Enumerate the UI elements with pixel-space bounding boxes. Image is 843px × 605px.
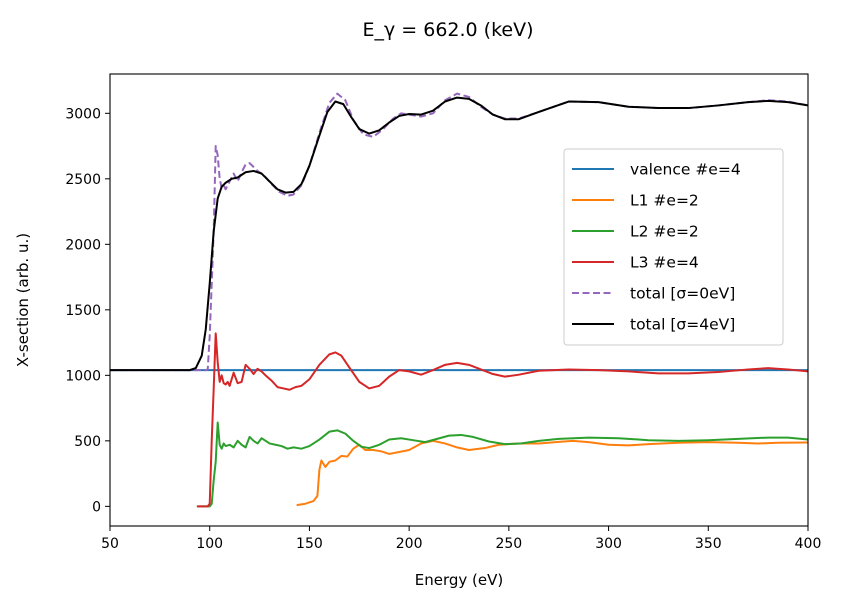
series-layer	[110, 92, 808, 508]
legend-entry-label: total [σ=4eV]	[630, 316, 735, 334]
x-tick-label: 150	[296, 536, 323, 552]
legend-entry-label: L2 #e=2	[630, 223, 699, 241]
legend-box	[563, 148, 784, 346]
y-axis: 0 500 1000 1500 2000 2500 3000	[65, 106, 110, 515]
y-tick-label: 2500	[65, 172, 101, 188]
plot-area-frame	[109, 73, 809, 527]
y-tick-label: 500	[74, 434, 101, 450]
x-tick-label: 100	[196, 536, 223, 552]
legend-entry-label: valence #e=4	[630, 161, 741, 179]
x-tick-label: 400	[795, 536, 822, 552]
legend-entry-label: L1 #e=2	[630, 192, 699, 210]
chart-title: E_γ = 662.0 (keV)	[362, 19, 533, 41]
x-axis: 50 100 150 200 250 300 350 400	[101, 526, 821, 552]
y-tick-label: 2000	[65, 237, 101, 253]
series-line-l2-e-2	[196, 421, 808, 508]
x-tick-label: 350	[695, 536, 722, 552]
x-tick-label: 300	[595, 536, 622, 552]
x-tick-label: 250	[495, 536, 522, 552]
x-axis-label: Energy (eV)	[415, 571, 503, 589]
y-tick-label: 3000	[65, 106, 101, 122]
series-line-l3-e-4	[196, 332, 808, 508]
y-tick-label: 1000	[65, 368, 101, 384]
x-tick-label: 50	[101, 536, 119, 552]
y-axis-label: X-section (arb. u.)	[14, 233, 32, 367]
legend-entry-label: L3 #e=4	[630, 254, 699, 272]
legend: valence #e=4 L1 #e=2 L2 #e=2 L3 #e=4 total […	[563, 148, 784, 346]
legend-entry-label: total [σ=0eV]	[630, 285, 735, 303]
x-tick-label: 200	[396, 536, 423, 552]
y-tick-label: 1500	[65, 303, 101, 319]
series-line-total-4ev	[110, 96, 808, 372]
series-line-l1-e-2	[296, 439, 808, 507]
y-tick-label: 0	[92, 499, 101, 515]
